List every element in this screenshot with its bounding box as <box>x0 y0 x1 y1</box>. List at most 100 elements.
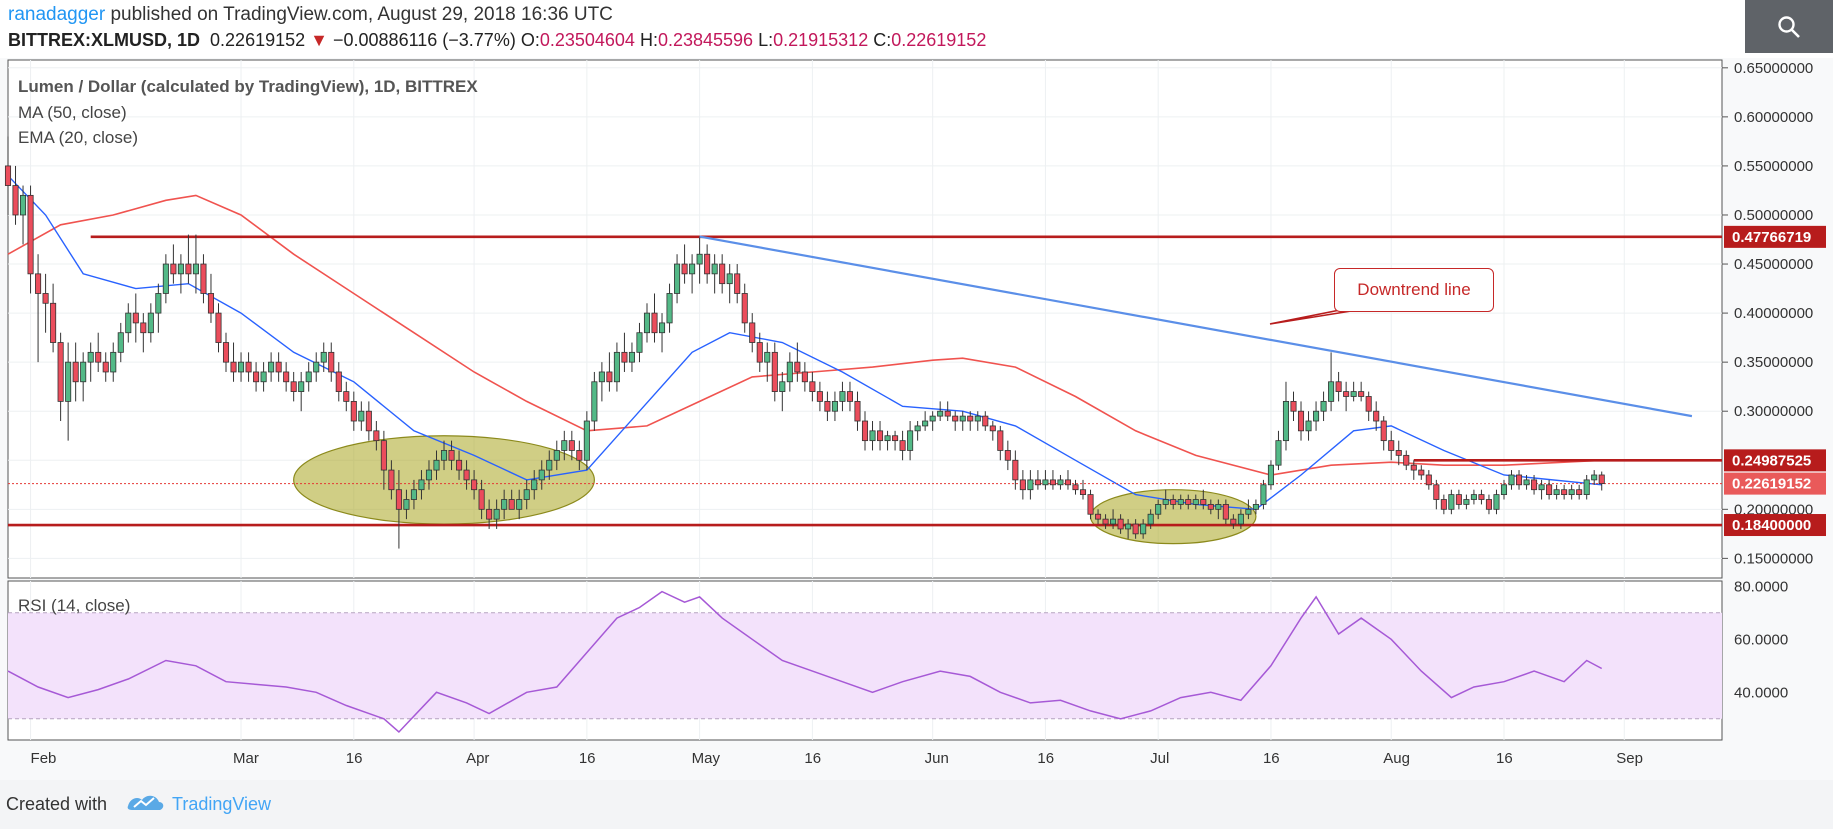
candle-body <box>463 469 470 481</box>
x-tick-label: May <box>692 750 721 767</box>
search-button[interactable] <box>1745 0 1833 53</box>
price-badge-label: 0.24987525 <box>1732 452 1811 469</box>
high-label: H: <box>639 30 658 50</box>
candle-body <box>1433 484 1440 500</box>
symbol-label[interactable]: BITTREX:XLMUSD, 1D <box>8 30 201 50</box>
publish-info: ranadagger published on TradingView.com,… <box>8 4 613 26</box>
candle <box>222 332 230 372</box>
candle-body <box>1042 479 1049 486</box>
candle <box>831 391 838 422</box>
candle <box>892 430 899 451</box>
candle <box>531 470 538 500</box>
y-tick-label: 0.55000000 <box>1734 158 1813 175</box>
legend-ema: EMA (20, close) <box>18 128 138 147</box>
candle <box>343 381 350 412</box>
candle <box>756 332 763 372</box>
candle-body <box>674 263 681 294</box>
candle <box>568 430 575 461</box>
candle <box>922 411 929 431</box>
footer: Created with TradingView <box>0 780 1833 829</box>
candle <box>388 460 395 500</box>
candle-body <box>1132 523 1139 535</box>
candle-body <box>1410 464 1417 471</box>
candle-body <box>809 381 816 392</box>
candle <box>448 440 455 471</box>
candle-body <box>1531 479 1538 491</box>
candle-body <box>388 469 395 491</box>
candle-body <box>1275 440 1282 466</box>
candle <box>1170 494 1177 510</box>
candle-body <box>125 312 132 334</box>
candle-body <box>433 459 440 471</box>
candle <box>1320 391 1327 422</box>
candle <box>794 342 801 382</box>
candle-body <box>1358 391 1365 397</box>
candle <box>591 371 598 431</box>
low-label: L: <box>758 30 774 50</box>
price-badge-label: 0.22619152 <box>1732 476 1811 493</box>
legend-ma: MA (50, close) <box>18 102 127 122</box>
tradingview-brand-link[interactable]: TradingView <box>172 794 272 814</box>
candle <box>57 332 64 422</box>
candle <box>749 313 756 353</box>
rsi-legend: RSI (14, close) <box>18 596 131 615</box>
candle-body <box>952 415 959 422</box>
candle <box>1267 460 1274 490</box>
candle-body <box>854 400 861 422</box>
price-badge <box>1724 225 1826 248</box>
price-badge-label: 0.47766719 <box>1732 229 1811 246</box>
candle <box>658 313 666 353</box>
candle-body <box>373 430 380 442</box>
candle <box>1591 470 1598 485</box>
candle <box>1576 484 1583 500</box>
candle-body <box>621 351 628 363</box>
candle-body <box>1185 499 1192 505</box>
candle <box>140 313 147 353</box>
candle-body <box>756 342 763 363</box>
candle-body <box>741 293 748 324</box>
candle <box>395 470 402 549</box>
symbol-quote: BITTREX:XLMUSD, 1D 0.22619152 ▼ −0.00886… <box>8 30 986 51</box>
candle-body <box>583 420 590 461</box>
candle <box>1546 479 1553 500</box>
x-tick-label: Mar <box>233 750 259 767</box>
candle <box>989 421 996 441</box>
candle <box>102 352 109 382</box>
candle-body <box>1598 474 1605 485</box>
y-tick-label: 0.45000000 <box>1734 256 1813 273</box>
candle-body <box>1553 489 1560 496</box>
ema20-line <box>7 175 1602 511</box>
candle-body <box>200 263 207 294</box>
open-value: 0.23504604 <box>539 30 635 50</box>
candle-body <box>320 351 327 363</box>
candle <box>719 254 726 294</box>
candle <box>1095 509 1102 525</box>
candle-body <box>508 499 515 510</box>
candle-body <box>892 435 899 442</box>
candle <box>12 165 19 225</box>
candle <box>839 381 846 412</box>
candle <box>380 430 387 490</box>
candle <box>1470 489 1477 505</box>
candle <box>177 254 184 294</box>
candle-body <box>816 391 823 402</box>
candle <box>65 342 72 441</box>
candle <box>313 352 320 382</box>
candle-body <box>568 440 575 451</box>
candle-body <box>839 391 846 402</box>
candle-body <box>1508 474 1515 486</box>
candle-body <box>531 479 538 491</box>
candle <box>726 264 733 304</box>
candle-body <box>1297 410 1305 432</box>
candle-body <box>170 263 177 275</box>
candle-body <box>1523 479 1530 486</box>
candle-body <box>132 312 139 324</box>
candle <box>132 293 139 343</box>
candle <box>1290 391 1297 422</box>
created-with-label: Created with <box>6 794 108 814</box>
candle <box>1553 484 1560 500</box>
chart-area[interactable]: 0.65000000 0.60000000 0.55000000 0.50000000… <box>0 58 1833 780</box>
candle <box>1350 381 1357 402</box>
username-link[interactable]: ranadagger <box>8 4 106 25</box>
candle-body <box>1328 381 1335 402</box>
